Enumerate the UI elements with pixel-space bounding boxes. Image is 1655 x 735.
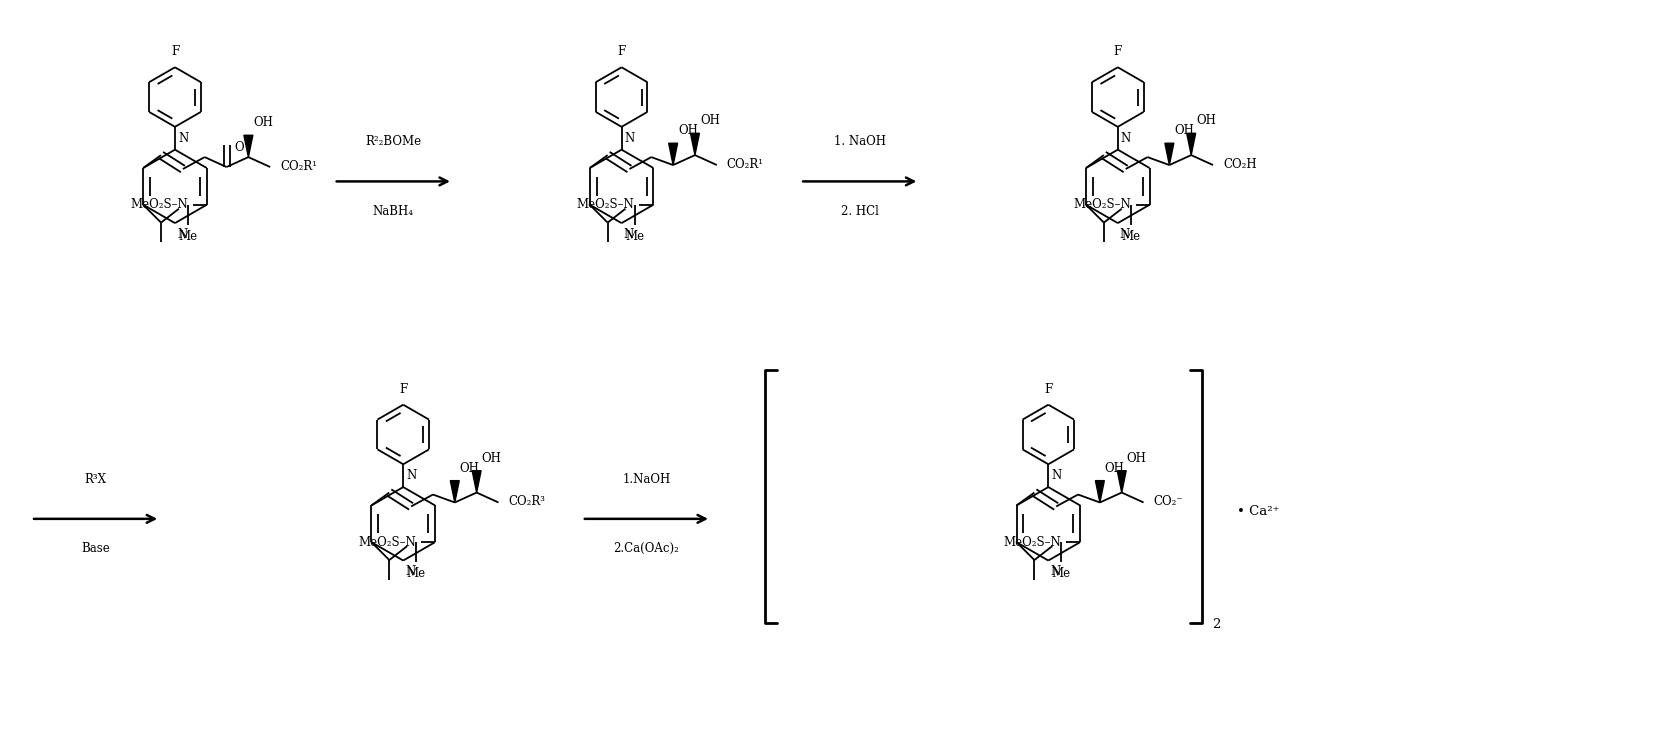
- Polygon shape: [1187, 133, 1195, 155]
- Text: Me: Me: [1120, 229, 1140, 243]
- Polygon shape: [450, 481, 458, 503]
- Text: N: N: [405, 565, 415, 578]
- Text: F: F: [1044, 383, 1053, 395]
- Text: N: N: [1049, 565, 1059, 578]
- Text: N: N: [177, 228, 187, 241]
- Text: F: F: [617, 46, 626, 58]
- Text: OH: OH: [1195, 115, 1215, 127]
- Text: N: N: [1120, 132, 1130, 145]
- Text: MeO₂S–N: MeO₂S–N: [357, 536, 415, 548]
- Text: 2: 2: [1211, 618, 1220, 631]
- Text: OH: OH: [700, 115, 720, 127]
- Text: N: N: [624, 132, 634, 145]
- Text: Me: Me: [1051, 567, 1071, 580]
- Text: N: N: [624, 228, 634, 241]
- Text: N: N: [177, 132, 189, 145]
- Polygon shape: [1163, 143, 1173, 165]
- Text: MeO₂S–N: MeO₂S–N: [1003, 536, 1061, 548]
- Text: OH: OH: [1104, 462, 1124, 475]
- Text: Me: Me: [179, 229, 197, 243]
- Text: NaBH₄: NaBH₄: [372, 204, 414, 218]
- Polygon shape: [690, 133, 698, 155]
- Text: F: F: [1114, 46, 1120, 58]
- Text: MeO₂S–N: MeO₂S–N: [131, 198, 187, 211]
- Text: N: N: [405, 469, 415, 482]
- Text: Base: Base: [81, 542, 109, 555]
- Text: CO₂R¹: CO₂R¹: [727, 157, 763, 171]
- Text: Me: Me: [624, 229, 644, 243]
- Polygon shape: [243, 135, 253, 157]
- Text: OH: OH: [253, 116, 273, 129]
- Text: R²₂BOMe: R²₂BOMe: [366, 135, 420, 148]
- Text: N: N: [1119, 228, 1129, 241]
- Text: CO₂R³: CO₂R³: [508, 495, 544, 508]
- Text: R³X: R³X: [84, 473, 106, 486]
- Text: 1.NaOH: 1.NaOH: [622, 473, 670, 486]
- Text: OH: OH: [677, 124, 697, 137]
- Text: O: O: [235, 140, 243, 154]
- Text: 2. HCl: 2. HCl: [841, 204, 879, 218]
- Text: MeO₂S–N: MeO₂S–N: [1072, 198, 1130, 211]
- Polygon shape: [669, 143, 677, 165]
- Polygon shape: [472, 470, 482, 492]
- Text: Me: Me: [407, 567, 425, 580]
- Polygon shape: [1117, 470, 1125, 492]
- Text: CO₂⁻: CO₂⁻: [1154, 495, 1182, 508]
- Text: OH: OH: [482, 452, 501, 465]
- Text: OH: OH: [1125, 452, 1145, 465]
- Text: OH: OH: [460, 462, 480, 475]
- Text: MeO₂S–N: MeO₂S–N: [576, 198, 634, 211]
- Text: • Ca²⁺: • Ca²⁺: [1236, 506, 1279, 518]
- Text: F: F: [399, 383, 407, 395]
- Polygon shape: [1094, 481, 1104, 503]
- Text: 1. NaOH: 1. NaOH: [832, 135, 885, 148]
- Text: N: N: [1051, 469, 1061, 482]
- Text: F: F: [170, 46, 179, 58]
- Text: 2.Ca(OAc)₂: 2.Ca(OAc)₂: [612, 542, 679, 555]
- Text: CO₂R¹: CO₂R¹: [280, 159, 318, 173]
- Text: OH: OH: [1173, 124, 1193, 137]
- Text: CO₂H: CO₂H: [1221, 157, 1256, 171]
